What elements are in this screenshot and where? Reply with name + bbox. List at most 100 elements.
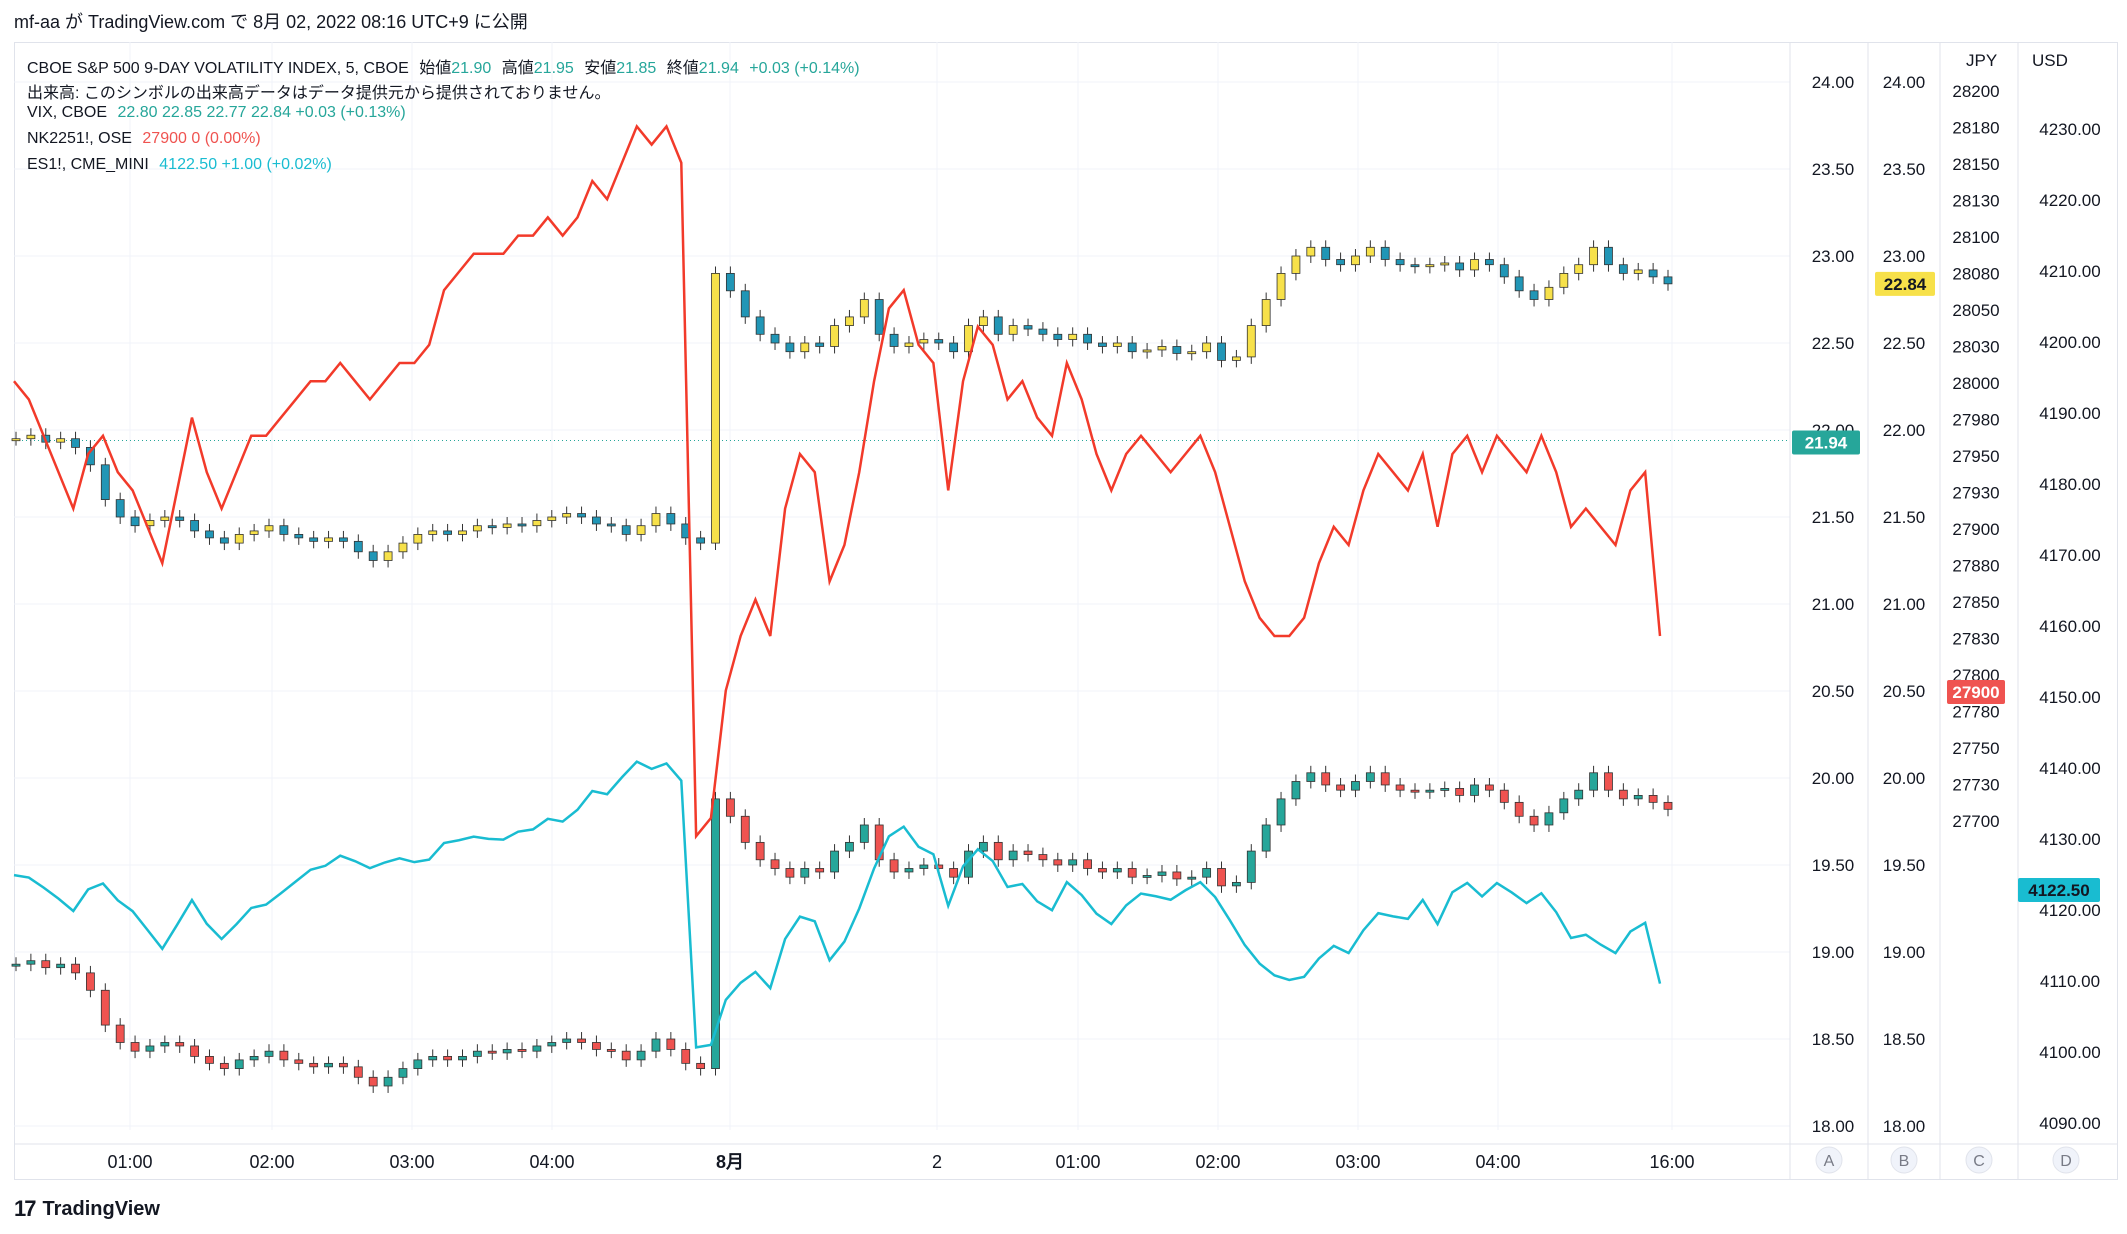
vix9d-candle-body: [800, 342, 810, 353]
chart-frame[interactable]: [14, 42, 2118, 1180]
vix9d-candle-body: [815, 342, 825, 347]
axis-b-tick-label: 23.00: [1883, 247, 1926, 266]
vix9d-candle-body: [487, 525, 497, 529]
axis-c-tick-label: 28150: [1952, 155, 1999, 174]
axis-c-tick-label: 27880: [1952, 557, 1999, 576]
axis-b-tick-label: 19.50: [1883, 856, 1926, 875]
axis-c-tick-label: 28180: [1952, 119, 1999, 138]
vix9d-candle-body: [249, 530, 259, 535]
vix9d-candle-body: [1485, 259, 1494, 266]
time-axis-label: 01:00: [1055, 1152, 1100, 1172]
vix-candle-body: [978, 841, 988, 852]
vix9d-candle-body: [740, 290, 750, 318]
axis-c-tick-label: 27730: [1952, 776, 1999, 795]
vix-candle-body: [1127, 868, 1137, 878]
legend-close-label: 終値: [666, 60, 699, 77]
legend-high-value: 21.95: [533, 60, 574, 77]
axis-a-tick-label: 19.00: [1812, 943, 1855, 962]
legend-nk[interactable]: NK2251!, OSE 27900 0 (0.00%): [27, 130, 267, 148]
vix9d-candle-body: [1142, 349, 1152, 353]
vix-candle-body: [160, 1042, 170, 1047]
vix-candle-body: [904, 868, 914, 873]
vix-candle-body: [1470, 784, 1479, 796]
axis-c-tick-label: 28030: [1952, 338, 1999, 357]
vix-candle-body: [740, 815, 750, 843]
vix-candle-body: [41, 960, 51, 969]
vix-candle-body: [1410, 789, 1420, 793]
legend-es[interactable]: ES1!, CME_MINI 4122.50 +1.00 (+0.02%): [27, 156, 338, 174]
axis-d-tick-label: 4150.00: [2039, 688, 2100, 707]
axis-a-tick-label: 18.00: [1812, 1117, 1855, 1136]
vix9d-candle-body: [532, 520, 542, 527]
axis-d-tick-label: 4200.00: [2039, 333, 2100, 352]
vix-candle-body: [636, 1050, 646, 1061]
vix9d-candle-body: [755, 316, 765, 335]
axis-c-tick-label: 27900: [1952, 520, 1999, 539]
es-price-label: 4122.50: [2028, 881, 2089, 900]
vix-candle-body: [234, 1059, 244, 1069]
vix9d-candle-body: [1395, 259, 1405, 266]
vix9d-candle-body: [279, 525, 289, 535]
vix9d-candle-body: [1470, 259, 1479, 271]
time-axis-label: 03:00: [389, 1152, 434, 1172]
vix9d-candle-body: [666, 513, 676, 525]
vix9d-candle-body: [130, 516, 140, 527]
vix-candle-body: [755, 841, 765, 861]
vix9d-candle-body: [1514, 276, 1524, 292]
vix9d-candle-body: [592, 516, 601, 525]
axis-d-button-label: D: [2060, 1153, 2072, 1170]
legend-vix[interactable]: VIX, CBOE 22.80 22.85 22.77 22.84 +0.03 …: [27, 104, 412, 122]
vix-candle-body: [428, 1056, 438, 1061]
legend-open-value: 21.90: [451, 60, 492, 77]
vix9d-candle-body: [443, 530, 453, 535]
vix9d-candle-body: [1112, 342, 1122, 347]
vix9d-candle-body: [711, 272, 720, 544]
vix9d-candle-body: [100, 464, 110, 500]
vix9d-candle-body: [1231, 356, 1241, 361]
vix9d-candle-body: [205, 530, 214, 539]
vix9d-candle-body: [1663, 276, 1673, 285]
vix9d-candle-body: [785, 342, 795, 353]
vix-candle-body: [413, 1059, 423, 1069]
legend-main[interactable]: CBOE S&P 500 9-DAY VOLATILITY INDEX, 5, …: [27, 54, 866, 78]
vix9d-candle-body: [830, 325, 839, 347]
axis-b-tick-label: 23.50: [1883, 160, 1926, 179]
axis-a-tick-label: 23.50: [1812, 160, 1855, 179]
axis-b-tick-label: 19.00: [1883, 943, 1926, 962]
legend-es-values: 4122.50 +1.00 (+0.02%): [159, 156, 332, 173]
axis-c-unit: JPY: [1966, 51, 1997, 70]
vix-candle-body: [800, 868, 810, 878]
publish-info: mf-aa が TradingView.com で 8月 02, 2022 08…: [14, 12, 528, 32]
vix9d-candle-body: [1365, 246, 1375, 257]
vix-candle-body: [1187, 876, 1197, 880]
vix9d-candle-body: [353, 540, 363, 553]
vix9d-candle-body: [1425, 264, 1435, 268]
vix9d-candle-body: [294, 534, 304, 539]
tradingview-brand[interactable]: 17 TradingView: [14, 1196, 160, 1222]
vix-candle-body: [324, 1062, 333, 1068]
vix-candle-body: [1023, 850, 1033, 855]
time-axis-label: 02:00: [1195, 1152, 1240, 1172]
vix-candle-body: [11, 963, 21, 967]
vix9d-candle-body: [1291, 255, 1301, 274]
vix9d-candle-body: [115, 499, 125, 518]
vix9d-candle-body: [1336, 259, 1345, 266]
vix-candle-body: [458, 1056, 467, 1061]
vix-candle-body: [56, 963, 66, 969]
vix-candle-body: [859, 824, 869, 843]
time-axis-label: 8月: [716, 1152, 744, 1172]
axis-d-tick-label: 4120.00: [2039, 901, 2100, 920]
vix9d-candle-body: [1127, 342, 1137, 353]
vix9d-candle-body: [1008, 325, 1018, 335]
vix-candle-body: [1604, 772, 1613, 791]
axis-c-tick-label: 27930: [1952, 484, 1999, 503]
axis-c-button-label: C: [1973, 1153, 1985, 1170]
axis-b-tick-label: 22.50: [1883, 334, 1926, 353]
vix9d-candle-body: [234, 534, 244, 544]
vix-candle-body: [1098, 868, 1107, 873]
axis-c-tick-label: 28050: [1952, 301, 1999, 320]
vix9d-price-label-bg: [1792, 430, 1860, 455]
vix9d-candle-body: [1559, 272, 1569, 288]
vix-candle-body: [71, 963, 80, 974]
